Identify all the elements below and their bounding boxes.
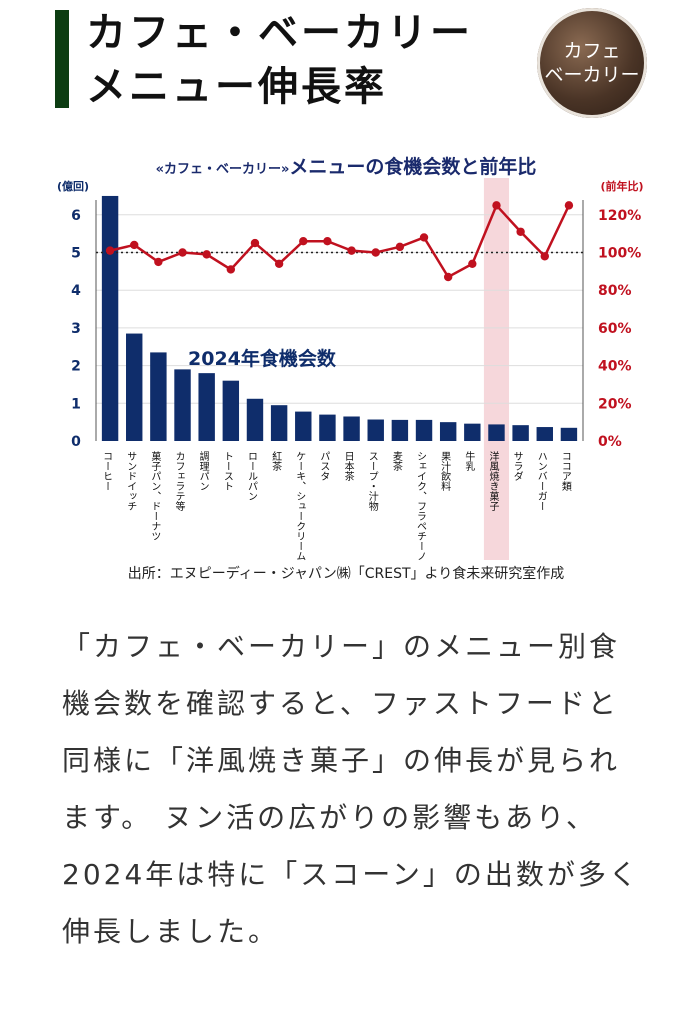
- category-label-9: パスタ: [318, 451, 330, 481]
- chart-title: «カフェ・ベーカリー»メニューの食機会数と前年比: [0, 152, 692, 179]
- bar-4: [198, 373, 215, 441]
- bar-3: [174, 369, 191, 441]
- yoy-point-16: [492, 201, 501, 210]
- bar-9: [319, 414, 336, 441]
- yoy-point-1: [130, 240, 139, 250]
- yoy-point-7: [274, 259, 284, 269]
- chart-title-prefix: «カフェ・ベーカリー»: [155, 162, 290, 177]
- bar-10: [343, 416, 360, 441]
- category-label-7: 紅茶: [270, 451, 282, 471]
- bar-7: [270, 405, 288, 441]
- yoy-point-9: [323, 236, 332, 246]
- bar-0: [101, 195, 119, 441]
- left-tick-label: 6: [71, 208, 81, 224]
- bar-17: [512, 425, 529, 441]
- yoy-point-4: [202, 250, 211, 259]
- page-title-line1: カフェ・ベーカリー: [86, 10, 473, 56]
- badge-line1: カフェ: [563, 40, 621, 62]
- bar-5: [222, 380, 240, 441]
- bar-13: [415, 419, 433, 441]
- bar-6: [246, 398, 264, 441]
- combo-chart: (億回) (前年比)01234560%20%40%60%80%100%120%20…: [57, 178, 644, 561]
- chart-title-main: メニューの食機会数と前年比: [289, 156, 537, 178]
- right-tick-label: 80%: [598, 283, 632, 299]
- bar-12: [391, 419, 409, 441]
- yoy-point-19: [564, 201, 574, 210]
- category-label-1: サンドイッチ: [125, 451, 137, 511]
- category-label-2: 菓子パン、ドーナツ: [149, 451, 161, 541]
- yoy-point-10: [347, 246, 356, 255]
- title-accent-bar: [55, 10, 69, 108]
- right-tick-label: 60%: [598, 321, 632, 337]
- category-label-15: 牛乳: [463, 450, 475, 471]
- bar-16: [488, 424, 505, 441]
- yoy-point-6: [250, 238, 260, 248]
- yoy-point-0: [105, 246, 115, 255]
- yoy-point-14: [443, 272, 453, 282]
- right-tick-label: 40%: [598, 359, 632, 375]
- left-tick-label: 4: [71, 283, 81, 299]
- source-note: 出所：エヌピーディー・ジャパン㈱「CREST」より食未来研究室作成: [127, 566, 565, 582]
- left-tick-label: 3: [71, 321, 81, 337]
- category-label-19: ココア類: [559, 451, 571, 492]
- yoy-point-11: [371, 248, 380, 257]
- category-label-8: ケーキ、シュークリーム: [294, 451, 306, 561]
- right-axis-label: (前年比): [600, 179, 643, 193]
- left-tick-label: 5: [71, 246, 81, 262]
- yoy-point-12: [395, 242, 405, 252]
- category-label-3: カフェラテ等: [173, 451, 185, 511]
- yoy-point-3: [178, 248, 187, 257]
- category-label-12: 麦茶: [390, 451, 402, 471]
- bar-14: [439, 422, 457, 441]
- category-label-4: 調理パン: [197, 450, 209, 491]
- bar-15: [464, 423, 481, 441]
- bar-8: [295, 411, 312, 441]
- category-label-11: スープ・汁物: [366, 451, 378, 512]
- category-label-5: トースト: [221, 451, 232, 491]
- right-tick-label: 100%: [598, 246, 641, 262]
- left-axis-label: (億回): [57, 179, 89, 193]
- yoy-point-15: [468, 259, 477, 269]
- left-tick-label: 1: [71, 396, 81, 412]
- badge-line2: ベーカリー: [544, 64, 640, 86]
- category-label-18: ハンバーガー: [535, 451, 547, 511]
- bar-1: [126, 333, 143, 441]
- bar-18: [536, 427, 553, 441]
- bar-19: [560, 427, 578, 441]
- bar-series-annotation: 2024年食機会数: [188, 347, 337, 370]
- category-label-0: コーヒー: [101, 451, 112, 491]
- right-tick-label: 20%: [598, 396, 632, 412]
- left-tick-label: 0: [71, 434, 81, 450]
- yoy-point-2: [154, 257, 163, 267]
- page-title: カフェ・ベーカリー メニュー伸長率: [86, 6, 473, 114]
- page-title-line2: メニュー伸長率: [86, 64, 387, 110]
- highlight-band: [483, 178, 510, 560]
- bar-11: [367, 419, 384, 441]
- yoy-point-17: [516, 227, 525, 236]
- yoy-point-13: [419, 233, 429, 242]
- category-label-16: 洋風焼き菓子: [487, 450, 499, 511]
- category-label-6: ロールパン: [245, 451, 257, 501]
- right-tick-label: 0%: [598, 434, 622, 450]
- body-paragraph: 「カフェ・ベーカリー」のメニュー別食機会数を確認すると、ファストフードと同様に「…: [62, 630, 640, 948]
- yoy-point-8: [299, 236, 308, 246]
- category-label-14: 果汁飲料: [439, 451, 451, 492]
- category-label-10: 日本茶: [342, 451, 354, 481]
- yoy-point-18: [540, 252, 549, 261]
- bar-2: [150, 352, 167, 441]
- category-label-13: シェイク、フラペチーノ: [415, 451, 427, 561]
- yoy-point-5: [226, 265, 236, 274]
- category-badge: カフェ ベーカリー: [537, 8, 647, 118]
- right-tick-label: 120%: [598, 208, 641, 224]
- category-label-17: サラダ: [511, 451, 523, 481]
- left-tick-label: 2: [71, 359, 81, 375]
